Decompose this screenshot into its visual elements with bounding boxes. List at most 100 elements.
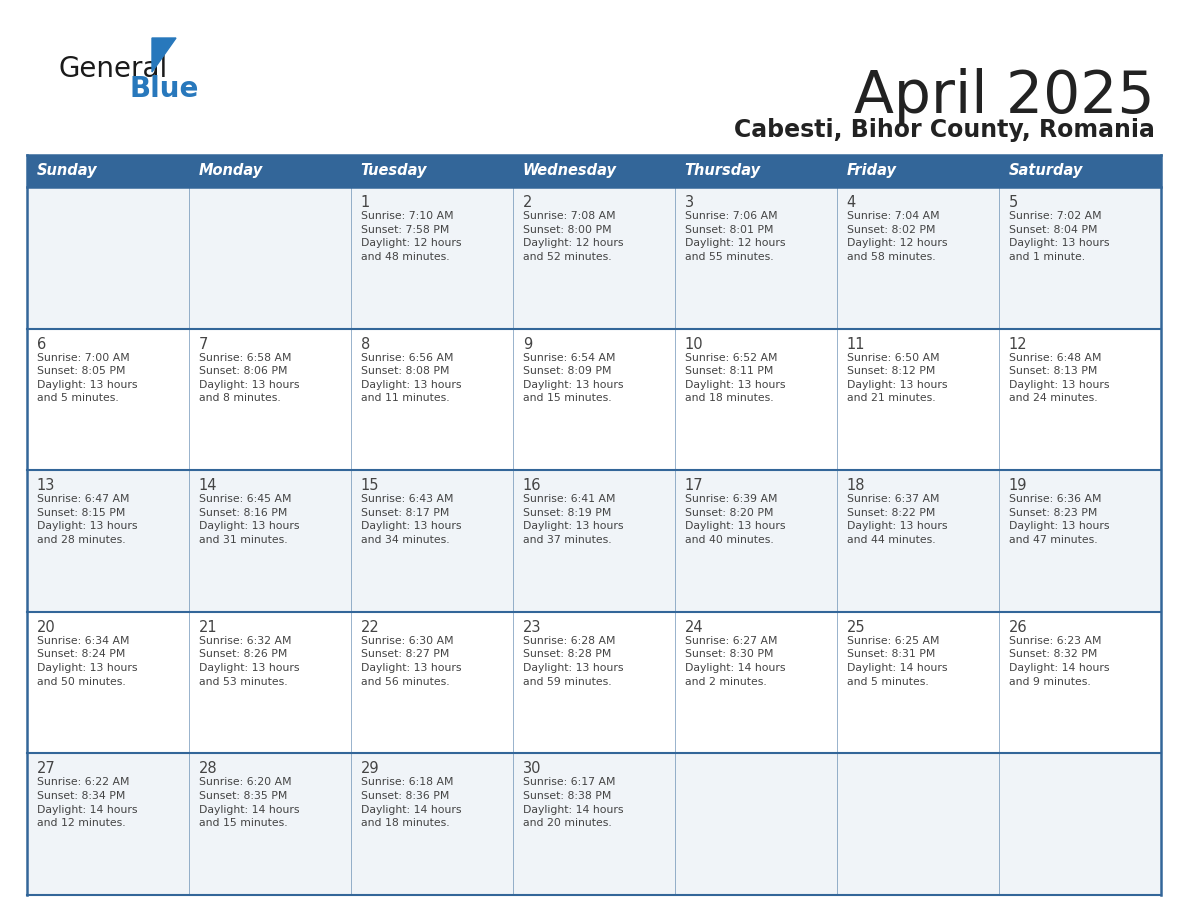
Text: General: General xyxy=(58,55,168,83)
Bar xyxy=(189,470,350,611)
Text: Sunrise: 6:32 AM
Sunset: 8:26 PM
Daylight: 13 hours
and 53 minutes.: Sunrise: 6:32 AM Sunset: 8:26 PM Dayligh… xyxy=(198,636,299,687)
Bar xyxy=(350,155,513,187)
Bar xyxy=(513,611,675,754)
Text: 28: 28 xyxy=(198,761,217,777)
Text: Tuesday: Tuesday xyxy=(361,163,428,178)
Bar xyxy=(999,611,1161,754)
Bar xyxy=(513,155,675,187)
Bar xyxy=(27,470,189,611)
Text: 15: 15 xyxy=(361,478,379,493)
Bar xyxy=(513,187,675,329)
Bar xyxy=(838,754,999,895)
Bar xyxy=(838,329,999,470)
Polygon shape xyxy=(152,38,176,72)
Bar xyxy=(189,329,350,470)
Text: Sunrise: 6:27 AM
Sunset: 8:30 PM
Daylight: 14 hours
and 2 minutes.: Sunrise: 6:27 AM Sunset: 8:30 PM Dayligh… xyxy=(684,636,785,687)
Bar xyxy=(27,611,189,754)
Text: Sunrise: 6:56 AM
Sunset: 8:08 PM
Daylight: 13 hours
and 11 minutes.: Sunrise: 6:56 AM Sunset: 8:08 PM Dayligh… xyxy=(361,353,461,403)
Text: 5: 5 xyxy=(1009,195,1018,210)
Bar xyxy=(999,754,1161,895)
Text: 16: 16 xyxy=(523,478,542,493)
Bar xyxy=(838,187,999,329)
Bar xyxy=(350,470,513,611)
Bar xyxy=(189,187,350,329)
Text: Sunrise: 6:20 AM
Sunset: 8:35 PM
Daylight: 14 hours
and 15 minutes.: Sunrise: 6:20 AM Sunset: 8:35 PM Dayligh… xyxy=(198,778,299,828)
Bar xyxy=(513,329,675,470)
Bar xyxy=(27,329,189,470)
Text: Sunrise: 6:36 AM
Sunset: 8:23 PM
Daylight: 13 hours
and 47 minutes.: Sunrise: 6:36 AM Sunset: 8:23 PM Dayligh… xyxy=(1009,494,1110,545)
Bar xyxy=(838,611,999,754)
Text: Friday: Friday xyxy=(847,163,897,178)
Text: 4: 4 xyxy=(847,195,857,210)
Bar xyxy=(675,187,838,329)
Text: 9: 9 xyxy=(523,337,532,352)
Text: Sunrise: 6:41 AM
Sunset: 8:19 PM
Daylight: 13 hours
and 37 minutes.: Sunrise: 6:41 AM Sunset: 8:19 PM Dayligh… xyxy=(523,494,624,545)
Bar xyxy=(350,754,513,895)
Text: Sunrise: 7:00 AM
Sunset: 8:05 PM
Daylight: 13 hours
and 5 minutes.: Sunrise: 7:00 AM Sunset: 8:05 PM Dayligh… xyxy=(37,353,138,403)
Text: Saturday: Saturday xyxy=(1009,163,1083,178)
Text: 20: 20 xyxy=(37,620,56,635)
Text: 10: 10 xyxy=(684,337,703,352)
Text: Cabesti, Bihor County, Romania: Cabesti, Bihor County, Romania xyxy=(734,118,1155,142)
Text: Sunrise: 6:39 AM
Sunset: 8:20 PM
Daylight: 13 hours
and 40 minutes.: Sunrise: 6:39 AM Sunset: 8:20 PM Dayligh… xyxy=(684,494,785,545)
Text: Sunday: Sunday xyxy=(37,163,97,178)
Text: Sunrise: 6:43 AM
Sunset: 8:17 PM
Daylight: 13 hours
and 34 minutes.: Sunrise: 6:43 AM Sunset: 8:17 PM Dayligh… xyxy=(361,494,461,545)
Bar xyxy=(999,155,1161,187)
Text: 24: 24 xyxy=(684,620,703,635)
Bar xyxy=(838,470,999,611)
Text: 6: 6 xyxy=(37,337,46,352)
Bar xyxy=(27,155,189,187)
Bar xyxy=(675,611,838,754)
Bar xyxy=(838,155,999,187)
Text: Sunrise: 7:02 AM
Sunset: 8:04 PM
Daylight: 13 hours
and 1 minute.: Sunrise: 7:02 AM Sunset: 8:04 PM Dayligh… xyxy=(1009,211,1110,262)
Text: 13: 13 xyxy=(37,478,55,493)
Text: Sunrise: 6:34 AM
Sunset: 8:24 PM
Daylight: 13 hours
and 50 minutes.: Sunrise: 6:34 AM Sunset: 8:24 PM Dayligh… xyxy=(37,636,138,687)
Text: Sunrise: 6:22 AM
Sunset: 8:34 PM
Daylight: 14 hours
and 12 minutes.: Sunrise: 6:22 AM Sunset: 8:34 PM Dayligh… xyxy=(37,778,138,828)
Bar xyxy=(513,470,675,611)
Text: 26: 26 xyxy=(1009,620,1028,635)
Bar xyxy=(999,329,1161,470)
Text: 7: 7 xyxy=(198,337,208,352)
Text: 3: 3 xyxy=(684,195,694,210)
Bar xyxy=(675,470,838,611)
Bar xyxy=(27,754,189,895)
Bar xyxy=(350,611,513,754)
Text: Sunrise: 6:45 AM
Sunset: 8:16 PM
Daylight: 13 hours
and 31 minutes.: Sunrise: 6:45 AM Sunset: 8:16 PM Dayligh… xyxy=(198,494,299,545)
Text: 18: 18 xyxy=(847,478,865,493)
Bar xyxy=(350,187,513,329)
Text: 12: 12 xyxy=(1009,337,1028,352)
Text: 27: 27 xyxy=(37,761,56,777)
Text: 29: 29 xyxy=(361,761,379,777)
Text: 19: 19 xyxy=(1009,478,1028,493)
Bar xyxy=(350,329,513,470)
Text: 1: 1 xyxy=(361,195,369,210)
Text: 14: 14 xyxy=(198,478,217,493)
Text: Sunrise: 7:06 AM
Sunset: 8:01 PM
Daylight: 12 hours
and 55 minutes.: Sunrise: 7:06 AM Sunset: 8:01 PM Dayligh… xyxy=(684,211,785,262)
Bar xyxy=(189,754,350,895)
Text: Thursday: Thursday xyxy=(684,163,760,178)
Text: Sunrise: 6:25 AM
Sunset: 8:31 PM
Daylight: 14 hours
and 5 minutes.: Sunrise: 6:25 AM Sunset: 8:31 PM Dayligh… xyxy=(847,636,947,687)
Text: April 2025: April 2025 xyxy=(854,68,1155,125)
Text: 23: 23 xyxy=(523,620,542,635)
Bar xyxy=(999,470,1161,611)
Text: Sunrise: 6:17 AM
Sunset: 8:38 PM
Daylight: 14 hours
and 20 minutes.: Sunrise: 6:17 AM Sunset: 8:38 PM Dayligh… xyxy=(523,778,624,828)
Text: Sunrise: 6:54 AM
Sunset: 8:09 PM
Daylight: 13 hours
and 15 minutes.: Sunrise: 6:54 AM Sunset: 8:09 PM Dayligh… xyxy=(523,353,624,403)
Text: Sunrise: 7:04 AM
Sunset: 8:02 PM
Daylight: 12 hours
and 58 minutes.: Sunrise: 7:04 AM Sunset: 8:02 PM Dayligh… xyxy=(847,211,947,262)
Text: 17: 17 xyxy=(684,478,703,493)
Text: Sunrise: 6:52 AM
Sunset: 8:11 PM
Daylight: 13 hours
and 18 minutes.: Sunrise: 6:52 AM Sunset: 8:11 PM Dayligh… xyxy=(684,353,785,403)
Text: 21: 21 xyxy=(198,620,217,635)
Text: Sunrise: 6:48 AM
Sunset: 8:13 PM
Daylight: 13 hours
and 24 minutes.: Sunrise: 6:48 AM Sunset: 8:13 PM Dayligh… xyxy=(1009,353,1110,403)
Text: Sunrise: 6:23 AM
Sunset: 8:32 PM
Daylight: 14 hours
and 9 minutes.: Sunrise: 6:23 AM Sunset: 8:32 PM Dayligh… xyxy=(1009,636,1110,687)
Bar xyxy=(513,754,675,895)
Bar xyxy=(675,329,838,470)
Text: 8: 8 xyxy=(361,337,369,352)
Text: 11: 11 xyxy=(847,337,865,352)
Text: Sunrise: 7:08 AM
Sunset: 8:00 PM
Daylight: 12 hours
and 52 minutes.: Sunrise: 7:08 AM Sunset: 8:00 PM Dayligh… xyxy=(523,211,624,262)
Text: Sunrise: 6:18 AM
Sunset: 8:36 PM
Daylight: 14 hours
and 18 minutes.: Sunrise: 6:18 AM Sunset: 8:36 PM Dayligh… xyxy=(361,778,461,828)
Bar xyxy=(675,155,838,187)
Text: Sunrise: 6:28 AM
Sunset: 8:28 PM
Daylight: 13 hours
and 59 minutes.: Sunrise: 6:28 AM Sunset: 8:28 PM Dayligh… xyxy=(523,636,624,687)
Text: Sunrise: 6:37 AM
Sunset: 8:22 PM
Daylight: 13 hours
and 44 minutes.: Sunrise: 6:37 AM Sunset: 8:22 PM Dayligh… xyxy=(847,494,947,545)
Text: Monday: Monday xyxy=(198,163,263,178)
Bar xyxy=(27,187,189,329)
Text: 22: 22 xyxy=(361,620,379,635)
